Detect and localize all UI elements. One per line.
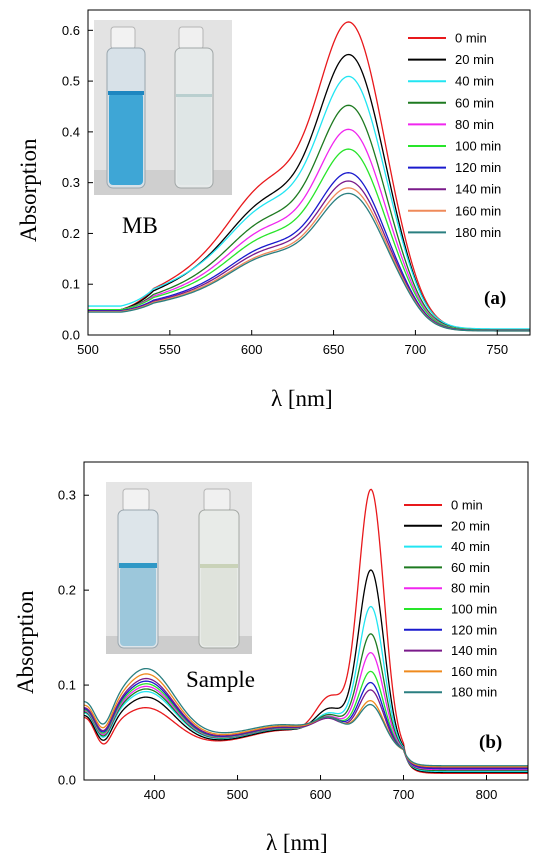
- y-tick-label-4: 0.4: [62, 124, 80, 139]
- legend-label-9: 180 min: [451, 685, 497, 700]
- legend-label-7: 140 min: [451, 643, 497, 658]
- legend-label-8: 160 min: [455, 203, 501, 218]
- y-tick-label-0: 0.0: [58, 773, 76, 788]
- series-line-9: [84, 667, 528, 767]
- x-tick-label-0: 500: [77, 342, 99, 357]
- x-tick-label-2: 600: [241, 342, 263, 357]
- series-line-0: [84, 488, 528, 775]
- panel-a-ticks: 500 550 600 650 700 750 0.0 0.1 0.2 0.3 0.4 0.5 0.6: [62, 23, 508, 357]
- panel-a-curves: [88, 21, 530, 332]
- series-line-7: [84, 677, 528, 769]
- legend-label-1: 20 min: [451, 518, 490, 533]
- panel-b-plot-frame: [83, 461, 529, 781]
- y-tick-label-1: 0.1: [58, 678, 76, 693]
- legend-label-0: 0 min: [455, 31, 487, 46]
- panel-b-inset-label: Sample: [186, 667, 255, 692]
- y-tick-label-1: 0.1: [62, 277, 80, 292]
- legend-label-7: 140 min: [455, 182, 501, 197]
- x-tick-label-3: 650: [323, 342, 345, 357]
- legend-label-3: 60 min: [455, 95, 494, 110]
- series-line-9: [88, 192, 530, 332]
- panel-a-inset-label: MB: [122, 213, 158, 238]
- panel-b-curves: [84, 488, 528, 775]
- x-tick-label-4: 700: [405, 342, 427, 357]
- legend-label-6: 120 min: [451, 622, 497, 637]
- legend-label-8: 160 min: [451, 664, 497, 679]
- y-tick-label-5: 0.5: [62, 74, 80, 89]
- x-tick-label-2: 600: [310, 787, 332, 802]
- legend-label-5: 100 min: [455, 139, 501, 154]
- y-tick-label-3: 0.3: [62, 175, 80, 190]
- y-tick-label-0: 0.0: [62, 328, 80, 343]
- x-tick-label-0: 400: [144, 787, 166, 802]
- y-tick-label-2: 0.2: [58, 583, 76, 598]
- series-line-8: [84, 673, 528, 768]
- x-tick-label-5: 750: [486, 342, 508, 357]
- panel-a-inset-photo: [94, 20, 232, 195]
- legend-label-3: 60 min: [451, 560, 490, 575]
- panel-b-chart: 400 500 600 700 800 0.0 0.1 0.2 0.3 Sample 0 min…: [13, 461, 529, 855]
- panel-a-x-axis-title: λ [nm]: [271, 386, 333, 411]
- panel-a-chart: 500 550 600 650 700 7500.00.10.20.30.40.50.6 …: [16, 9, 531, 411]
- legend-label-4: 80 min: [451, 581, 490, 596]
- y-tick-label-3: 0.3: [58, 488, 76, 503]
- legend-label-9: 180 min: [455, 225, 501, 240]
- legend-label-1: 20 min: [455, 52, 494, 67]
- y-tick-label-6: 0.6: [62, 23, 80, 38]
- legend-label-6: 120 min: [455, 160, 501, 175]
- panel-b-ticks: 400 500 600 700 800 0.0 0.1 0.2 0.3: [58, 488, 497, 802]
- series-line-2: [88, 75, 530, 330]
- panel-b-x-axis-title: λ [nm]: [266, 830, 328, 855]
- panel-a-y-axis-title: Absorption: [16, 138, 41, 242]
- panel-b-label: (b): [479, 732, 502, 753]
- x-tick-label-4: 800: [476, 787, 498, 802]
- series-line-5: [88, 148, 530, 331]
- panel-b-inset-photo: [106, 482, 252, 654]
- panel-a-label: (a): [484, 288, 506, 309]
- panel-b-legend: 0 min 20 min 40 min 60 min 80 min 100 min 120 …: [404, 498, 497, 700]
- x-tick-label-3: 700: [393, 787, 415, 802]
- y-tick-label-2: 0.2: [62, 226, 80, 241]
- panel-a-plot-frame: [87, 9, 531, 336]
- legend-label-0: 0 min: [451, 498, 483, 513]
- panel-b-y-axis-title: Absorption: [13, 590, 38, 694]
- legend-label-4: 80 min: [455, 117, 494, 132]
- x-tick-label-1: 500: [227, 787, 249, 802]
- panel-a-legend: 0 min 20 min 40 min 60 min 80 min 100 min 120 …: [408, 31, 501, 240]
- legend-label-2: 40 min: [455, 74, 494, 89]
- x-tick-label-1: 550: [159, 342, 181, 357]
- legend-label-2: 40 min: [451, 539, 490, 554]
- legend-label-5: 100 min: [451, 602, 497, 617]
